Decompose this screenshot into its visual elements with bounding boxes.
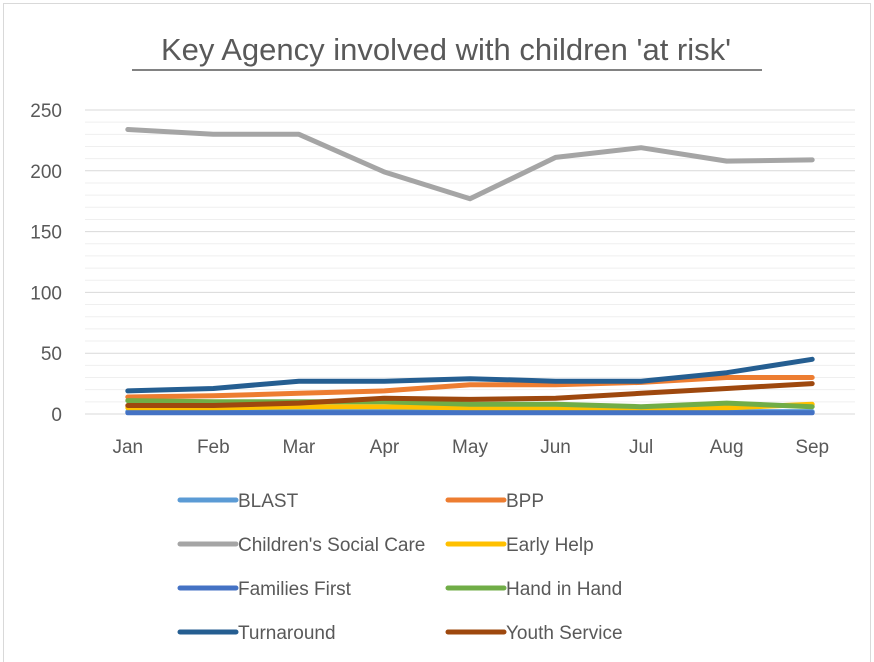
legend-label-children-s-social-care: Children's Social Care: [238, 535, 425, 556]
y-tick-label: 250: [30, 101, 62, 122]
x-tick-label: Sep: [795, 437, 829, 458]
legend-label-early-help: Early Help: [506, 535, 594, 556]
y-tick-label: 0: [51, 405, 62, 426]
series-line-early-help: [125, 401, 815, 411]
series-line-children-s-social-care: [125, 127, 815, 202]
legend-label-youth-service: Youth Service: [506, 623, 623, 644]
legend-label-turnaround: Turnaround: [238, 623, 336, 644]
series-line-turnaround: [125, 356, 815, 394]
x-axis-ticks: Jan Feb Mar Apr May Jun Jul Aug Sep: [112, 437, 829, 458]
x-tick-label: Mar: [283, 437, 316, 458]
series-line-bpp: [125, 375, 815, 400]
chart-frame: [3, 3, 871, 662]
y-tick-label: 100: [30, 283, 62, 304]
x-tick-label: May: [452, 437, 488, 458]
legend: BLAST BPP Children's Social Care Early Help…: [177, 491, 623, 644]
y-tick-label: 150: [30, 223, 62, 244]
legend-label-hand-in-hand: Hand in Hand: [506, 579, 622, 600]
x-tick-label: Jul: [629, 437, 653, 458]
series-line-hand-in-hand: [125, 398, 815, 410]
series-lines: [125, 127, 815, 416]
legend-label-families-first: Families First: [238, 579, 352, 600]
chart-title: Key Agency involved with children 'at ri…: [161, 32, 731, 67]
x-tick-label: Jun: [540, 437, 571, 458]
x-tick-label: Aug: [710, 437, 744, 458]
y-tick-label: 50: [41, 344, 62, 365]
legend-label-blast: BLAST: [238, 491, 299, 512]
y-tick-label: 200: [30, 162, 62, 183]
legend-label-bpp: BPP: [506, 491, 544, 512]
x-tick-label: Jan: [112, 437, 143, 458]
y-axis-ticks: 0 50 100 150 200 250: [30, 101, 62, 426]
x-tick-label: Apr: [370, 437, 400, 458]
series-line-youth-service: [125, 381, 815, 408]
x-tick-label: Feb: [197, 437, 230, 458]
